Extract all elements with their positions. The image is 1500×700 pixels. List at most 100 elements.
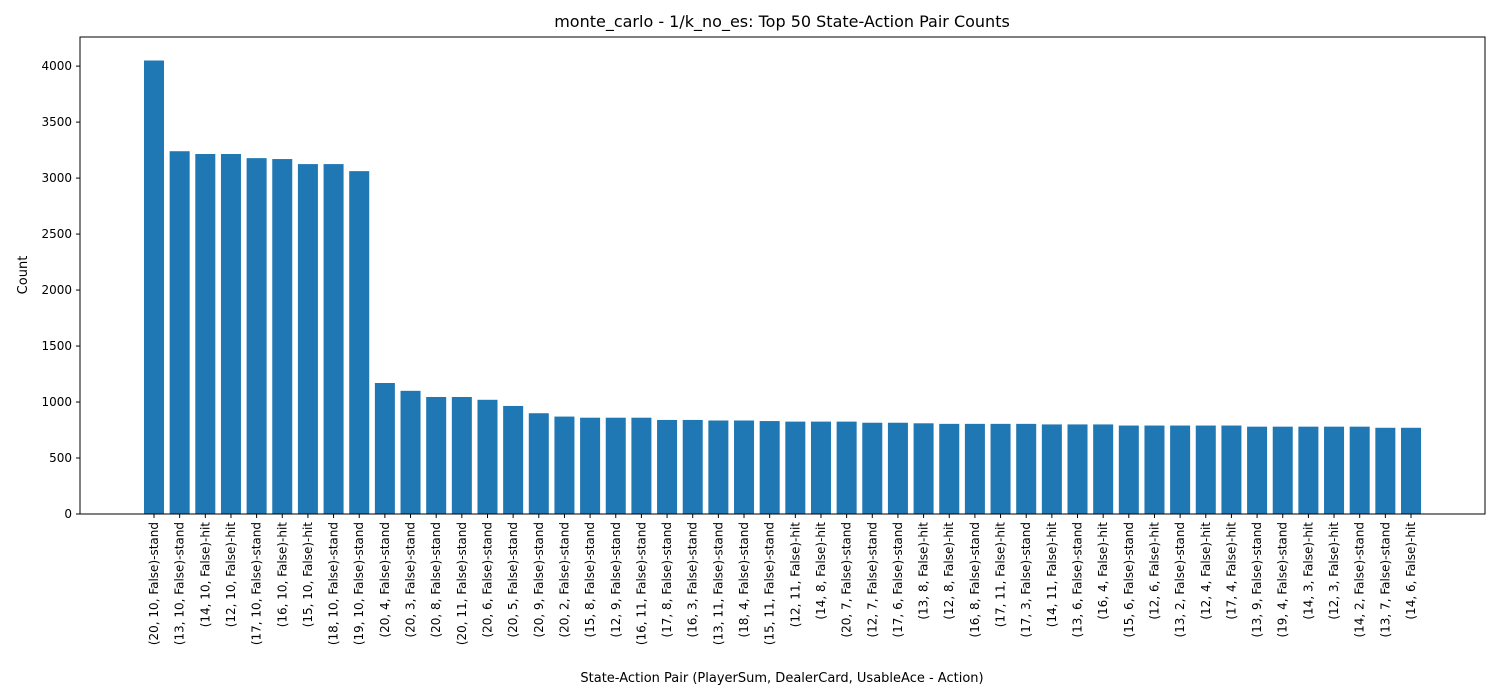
x-tick-label: (17, 11, False)-hit: [994, 522, 1008, 628]
bar: [323, 164, 344, 514]
x-tick-label: (12, 9, False)-stand: [609, 522, 623, 638]
bar: [836, 421, 857, 514]
y-tick-label: 1500: [41, 339, 72, 353]
x-tick-label: (17, 8, False)-stand: [660, 522, 674, 638]
bar: [785, 421, 806, 514]
x-tick-label: (19, 10, False)-stand: [352, 522, 366, 645]
bar: [913, 423, 934, 514]
bar: [887, 422, 908, 514]
x-tick-label: (12, 7, False)-stand: [865, 522, 879, 638]
bar: [759, 421, 780, 514]
bar: [451, 396, 472, 514]
y-tick-label: 1000: [41, 395, 72, 409]
x-tick-label: (14, 10, False)-hit: [198, 522, 212, 628]
x-axis-ticks: (20, 10, False)-stand (13, 10, False)-sta…: [147, 514, 1418, 645]
bar: [195, 154, 216, 514]
bar: [272, 159, 293, 515]
x-tick-label: (14, 11, False)-hit: [1045, 522, 1059, 628]
x-tick-label: (17, 6, False)-stand: [891, 522, 905, 638]
plot-frame: [79, 36, 1486, 515]
bar: [580, 417, 601, 514]
bar: [1144, 425, 1165, 514]
x-tick-label: (13, 11, False)-stand: [711, 522, 725, 645]
x-tick-label: (20, 11, False)-stand: [455, 522, 469, 645]
bar: [1067, 424, 1088, 514]
bar: [1401, 427, 1422, 514]
x-tick-label: (12, 11, False)-hit: [788, 522, 802, 628]
bar: [220, 154, 241, 514]
bar: [246, 158, 267, 514]
x-tick-label: (13, 6, False)-stand: [1071, 522, 1085, 638]
x-tick-label: (16, 10, False)-hit: [275, 522, 289, 628]
y-tick-label: 4000: [41, 59, 72, 73]
x-tick-label: (15, 10, False)-hit: [301, 522, 315, 628]
bar: [862, 422, 883, 514]
bar: [990, 423, 1011, 514]
bar: [169, 151, 190, 514]
bar: [297, 164, 318, 514]
y-tick-label: 2500: [41, 227, 72, 241]
chart-title: monte_carlo - 1/k_no_es: Top 50 State-Ac…: [554, 12, 1010, 32]
x-tick-label: (16, 3, False)-stand: [686, 522, 700, 638]
y-axis-label: Count: [16, 256, 31, 295]
bar: [939, 423, 960, 514]
x-tick-label: (15, 6, False)-stand: [1122, 522, 1136, 638]
y-tick-label: 0: [64, 507, 72, 521]
bar: [1298, 426, 1319, 514]
x-tick-label: (12, 3, False)-hit: [1327, 522, 1341, 620]
x-axis-label: State-Action Pair (PlayerSum, DealerCard…: [580, 671, 983, 686]
bar: [605, 417, 626, 514]
bar: [682, 419, 703, 514]
x-tick-label: (15, 11, False)-stand: [763, 522, 777, 645]
bar: [1170, 425, 1191, 514]
x-tick-label: (14, 2, False)-stand: [1353, 522, 1367, 638]
bar: [528, 413, 549, 514]
y-tick-label: 2000: [41, 283, 72, 297]
bar: [1272, 426, 1293, 514]
x-tick-label: (12, 4, False)-hit: [1199, 522, 1213, 620]
bar: [1093, 424, 1114, 514]
x-tick-label: (20, 9, False)-stand: [532, 522, 546, 638]
bar: [374, 382, 395, 514]
bar: [1195, 425, 1216, 514]
x-tick-label: (12, 10, False)-hit: [224, 522, 238, 628]
x-tick-label: (20, 8, False)-stand: [429, 522, 443, 638]
y-tick-label: 3500: [41, 115, 72, 129]
x-tick-label: (12, 6, False)-hit: [1147, 522, 1161, 620]
x-tick-label: (16, 4, False)-hit: [1096, 522, 1110, 620]
bar: [708, 420, 729, 514]
x-tick-label: (20, 10, False)-stand: [147, 522, 161, 645]
x-tick-label: (19, 4, False)-stand: [1276, 522, 1290, 638]
bar: [734, 420, 755, 514]
x-tick-label: (20, 7, False)-stand: [840, 522, 854, 638]
x-tick-label: (12, 8, False)-hit: [942, 522, 956, 620]
bar: [1375, 427, 1396, 514]
bar: [1221, 425, 1242, 514]
x-tick-label: (20, 4, False)-stand: [378, 522, 392, 638]
bar: [810, 421, 831, 514]
x-tick-label: (13, 9, False)-stand: [1250, 522, 1264, 638]
x-tick-label: (17, 10, False)-stand: [250, 522, 264, 645]
x-tick-label: (13, 7, False)-stand: [1378, 522, 1392, 638]
x-tick-label: (20, 5, False)-stand: [506, 522, 520, 638]
bar: [964, 423, 985, 514]
x-tick-label: (14, 6, False)-hit: [1404, 522, 1418, 620]
x-tick-label: (13, 10, False)-stand: [173, 522, 187, 645]
bar: [631, 417, 652, 514]
y-tick-label: 500: [49, 451, 72, 465]
bar: [1118, 425, 1139, 514]
bar: [1324, 426, 1345, 514]
y-tick-label: 3000: [41, 171, 72, 185]
x-tick-label: (17, 3, False)-stand: [1019, 522, 1033, 638]
bars-group: [144, 60, 1422, 515]
bar: [144, 60, 165, 514]
bar: [400, 390, 421, 514]
bar: [477, 399, 498, 514]
bar: [1016, 423, 1037, 514]
bar: [1041, 424, 1062, 514]
bar: [503, 405, 524, 514]
bar: [554, 416, 575, 514]
x-tick-label: (18, 4, False)-stand: [737, 522, 751, 638]
x-tick-label: (18, 10, False)-stand: [327, 522, 341, 645]
